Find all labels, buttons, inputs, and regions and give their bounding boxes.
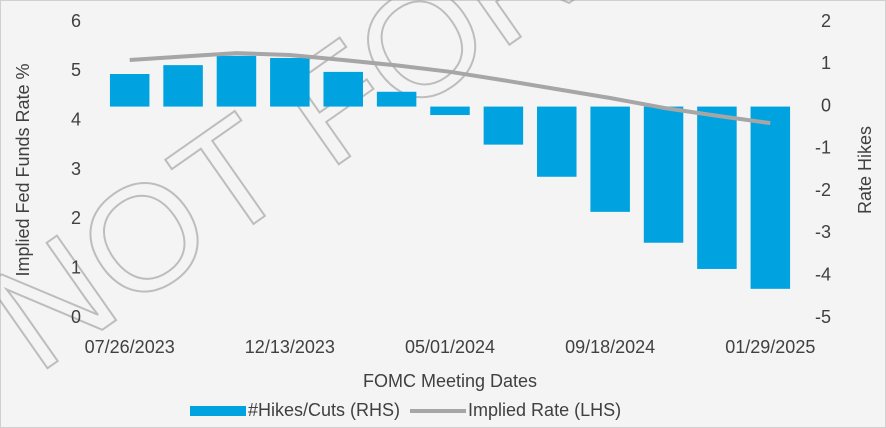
y-tick-label: 3 [71,159,81,179]
line [129,51,771,126]
y-tick-label: 5 [71,60,81,80]
y2-axis-title: Rate Hikes [855,126,875,214]
y2-tick-label: 1 [821,53,831,73]
x-tick-label: 09/18/2024 [565,337,655,357]
bar [270,57,310,107]
bar [163,65,203,107]
bar [590,106,630,212]
x-tick-label: 05/01/2024 [405,337,495,357]
y2-tick-label: -4 [815,264,831,284]
y-tick-label: 2 [71,208,81,228]
y2-tick-label: 2 [821,11,831,31]
bar [323,71,363,107]
y2-tick-label: 0 [821,95,831,115]
y2-tick-label: -2 [815,180,831,200]
y-tick-label: 4 [71,109,81,129]
y2-tick-label: -5 [815,307,831,327]
bar [697,106,737,269]
y-tick-label: 0 [71,307,81,327]
bar [537,106,577,177]
legend-swatch [190,406,246,416]
bar [376,91,417,107]
x-tick-label: 12/13/2023 [245,337,335,357]
y-tick-label: 1 [71,257,81,277]
y-tick-label: 6 [71,11,81,31]
bar [643,106,684,243]
x-tick-label: 07/26/2023 [85,337,175,357]
legend-label: Implied Rate (LHS) [468,400,621,420]
y-axis-title: Implied Fed Funds Rate % [13,63,33,276]
y2-tick-label: -3 [815,222,831,242]
bar [216,55,257,107]
bar [750,106,791,289]
bar [483,106,524,145]
bar [430,106,470,116]
x-axis-title: FOMC Meeting Dates [363,371,537,391]
y2-tick-label: -1 [815,138,831,158]
legend-label: #Hikes/Cuts (RHS) [248,400,400,420]
x-tick-label: 01/29/2025 [725,337,815,357]
bar [109,74,150,107]
